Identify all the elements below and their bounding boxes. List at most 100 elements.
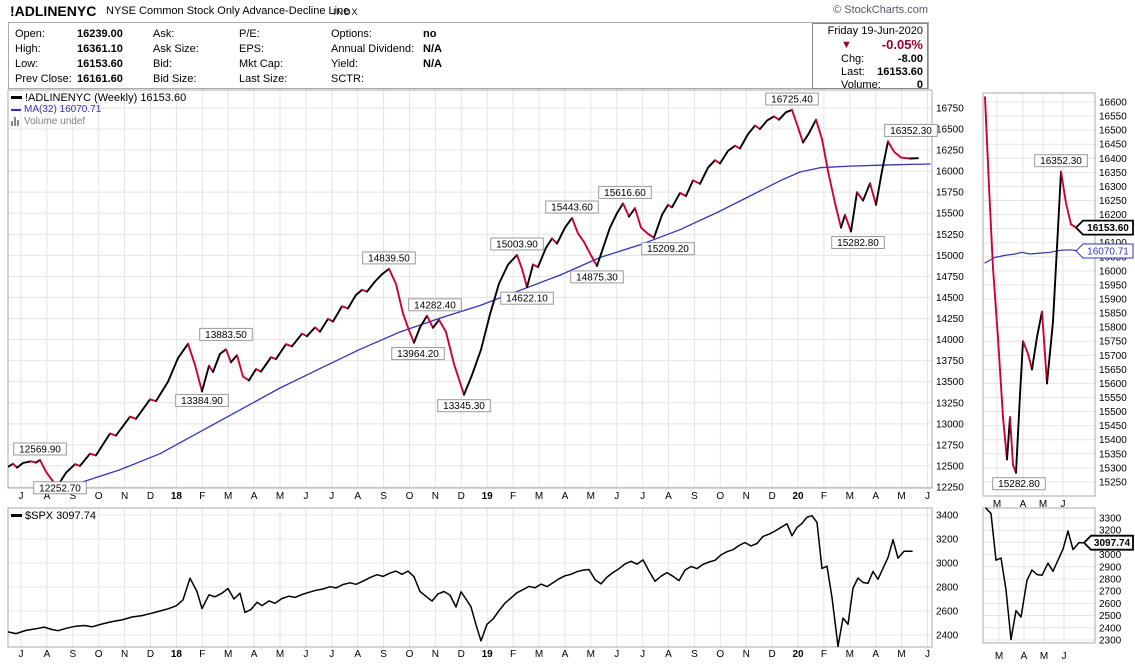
annotation-box	[884, 123, 938, 137]
annotation-label: 14282.40	[414, 300, 456, 311]
x-tick-label: D	[147, 649, 154, 660]
y-tick-label: 13250	[936, 398, 964, 409]
callout-value: 16070.71	[1087, 247, 1129, 258]
spx-legend-label: $SPX 3097.74	[25, 509, 96, 522]
x-tick-label: F	[199, 491, 205, 502]
asksize-label: Ask Size:	[153, 43, 199, 55]
x-tick-label: A	[1021, 651, 1028, 662]
x-tick-label: A	[1020, 499, 1027, 510]
y-tick-label: 15750	[936, 188, 964, 199]
y-tick-label: 15950	[1099, 280, 1127, 291]
y-tick-label: 15600	[1099, 379, 1127, 390]
price-line-segment	[754, 124, 761, 130]
x-tick-label: M	[897, 491, 905, 502]
price-line-segment	[856, 191, 864, 202]
x-tick-label: F	[510, 491, 516, 502]
annotation-label: 15209.20	[647, 244, 689, 255]
y-tick-label: 16550	[1099, 112, 1127, 123]
x-tick-label: N	[432, 491, 439, 502]
y-tick-label: 15500	[1099, 407, 1127, 418]
annotation-box	[831, 236, 885, 249]
annotation-label: 13384.90	[181, 396, 223, 407]
x-tick-label: M	[846, 491, 854, 502]
y-tick-label: 15850	[1099, 309, 1127, 320]
price-line-segment	[1022, 340, 1033, 371]
x-tick-label: M	[587, 649, 595, 660]
plot-frame	[982, 507, 1096, 644]
price-line-segment	[332, 305, 343, 323]
y-tick-label: 16200	[1099, 210, 1127, 221]
x-tick-label: M	[224, 491, 232, 502]
y-tick-label: 14000	[936, 335, 964, 346]
x-tick-label: A	[665, 491, 672, 502]
x-tick-label: A	[251, 491, 258, 502]
y-tick-label: 14500	[936, 293, 964, 304]
x-tick-label: 19	[482, 649, 494, 660]
price-line-segment	[622, 202, 630, 218]
y-tick-label: 3300	[1099, 514, 1122, 525]
price-line-segment	[692, 179, 701, 185]
x-tick-label: 20	[792, 649, 804, 660]
y-tick-label: 2400	[936, 630, 959, 641]
callout-value: 3097.74	[1094, 538, 1131, 549]
price-line-segment	[314, 326, 321, 333]
x-tick-label: 18	[171, 649, 183, 660]
y-tick-label: 12500	[936, 461, 964, 472]
price-line-segment	[671, 192, 681, 209]
plot-frame	[7, 89, 933, 489]
y-tick-label: 2500	[1099, 611, 1122, 622]
y-tick-label: 15000	[936, 251, 964, 262]
price-line-segment	[432, 318, 440, 329]
y-tick-label: 14250	[936, 314, 964, 325]
y-tick-label: 15750	[1099, 337, 1127, 348]
annotation-box	[391, 347, 445, 361]
x-tick-label: J	[329, 491, 334, 502]
annotation-label: 15443.60	[551, 203, 593, 214]
x-tick-label: M	[897, 649, 905, 660]
callout-value: 16153.60	[1087, 223, 1129, 234]
x-tick-label: J	[19, 491, 24, 502]
y-tick-label: 3000	[1099, 550, 1122, 561]
y-tick-label: 3400	[936, 510, 959, 521]
price-line-segment	[319, 317, 329, 333]
price-line-segment	[388, 267, 415, 344]
price-line-segment	[537, 237, 553, 268]
y-tick-label: 15550	[1099, 393, 1127, 404]
price-line-segment	[699, 159, 716, 185]
x-tick-label: M	[1040, 651, 1048, 662]
y-tick-label: 16600	[1099, 98, 1127, 109]
annotation-box	[545, 200, 599, 214]
annotation-box	[992, 477, 1046, 491]
x-tick-label: F	[510, 649, 516, 660]
x-tick-label: A	[354, 649, 361, 660]
annotation-box	[1034, 154, 1088, 168]
x-tick-label: A	[251, 649, 258, 660]
prevclose-label: Prev Close:	[15, 73, 72, 85]
mktcap-label: Mkt Cap:	[239, 58, 284, 70]
y-tick-label: 2400	[1099, 623, 1122, 634]
callout-box	[1074, 219, 1134, 236]
price-line-segment	[984, 96, 1008, 461]
x-tick-label: M	[224, 649, 232, 660]
x-tick-label: N	[432, 649, 439, 660]
price-line-segment	[109, 432, 117, 437]
x-tick-label: D	[147, 491, 154, 502]
x-tick-label: S	[380, 649, 387, 660]
annotation-box	[598, 185, 652, 199]
price-line-segment	[413, 314, 428, 344]
price-line-segment	[862, 182, 871, 202]
volume-bars-icon	[11, 117, 21, 126]
x-tick-label: J	[303, 491, 308, 502]
price-line-segment	[463, 254, 518, 396]
x-tick-label: J	[1061, 499, 1066, 510]
x-tick-label: S	[691, 491, 698, 502]
x-tick-label: D	[768, 491, 775, 502]
price-line-segment	[556, 217, 573, 245]
stockcharts-copyright: © StockCharts.com	[833, 4, 928, 16]
eps-label: EPS:	[239, 43, 265, 55]
price-line-segment	[596, 202, 624, 267]
series-group	[984, 96, 1081, 474]
y-tick-label: 3200	[1099, 526, 1122, 537]
open-value: 16239.00	[77, 28, 123, 40]
price-line-segment	[8, 462, 14, 468]
